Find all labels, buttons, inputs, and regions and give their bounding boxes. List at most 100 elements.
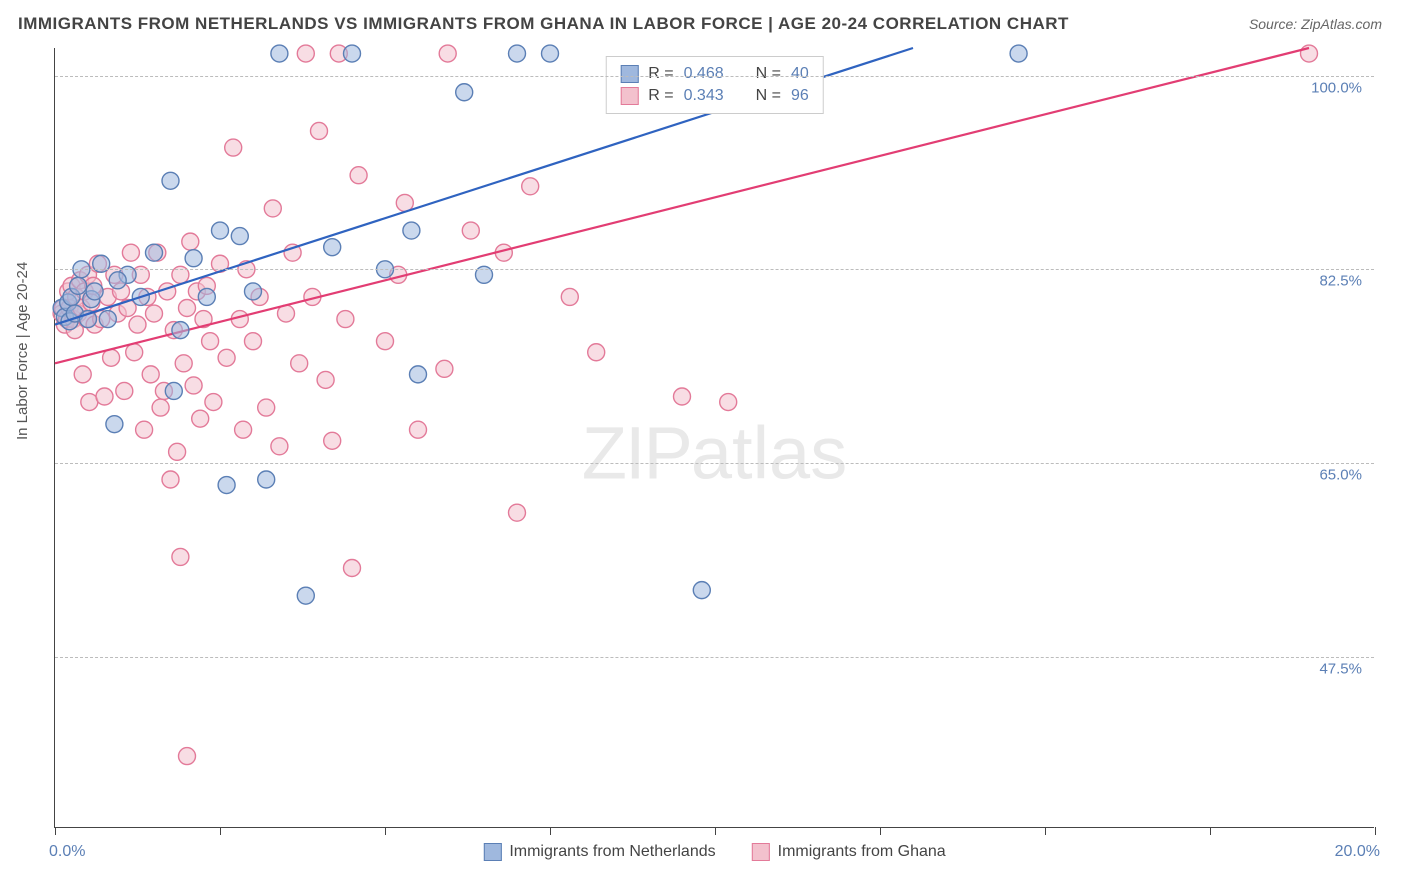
scatter-point-netherlands — [258, 471, 275, 488]
scatter-point-ghana — [202, 333, 219, 350]
x-axis-min-label: 0.0% — [49, 843, 85, 861]
scatter-point-netherlands — [185, 250, 202, 267]
scatter-point-ghana — [436, 360, 453, 377]
scatter-point-ghana — [192, 410, 209, 427]
plot-svg — [55, 48, 1374, 827]
scatter-point-netherlands — [99, 311, 116, 328]
scatter-point-ghana — [136, 421, 153, 438]
scatter-point-ghana — [235, 421, 252, 438]
gridline — [55, 76, 1374, 77]
y-tick-label: 65.0% — [1319, 466, 1362, 483]
correlation-legend: R = 0.468 N = 40 R = 0.343 N = 96 — [605, 56, 824, 114]
scatter-point-netherlands — [172, 322, 189, 339]
r-label: R = — [648, 65, 673, 83]
scatter-point-ghana — [271, 438, 288, 455]
scatter-point-netherlands — [70, 277, 87, 294]
scatter-point-netherlands — [324, 239, 341, 256]
scatter-point-ghana — [162, 471, 179, 488]
scatter-point-ghana — [522, 178, 539, 195]
source-label: Source: ZipAtlas.com — [1249, 16, 1382, 32]
scatter-point-netherlands — [410, 366, 427, 383]
scatter-point-ghana — [291, 355, 308, 372]
scatter-point-ghana — [205, 394, 222, 411]
swatch-ghana — [752, 843, 770, 861]
scatter-point-ghana — [509, 504, 526, 521]
scatter-point-ghana — [377, 333, 394, 350]
scatter-point-ghana — [324, 432, 341, 449]
scatter-point-ghana — [218, 349, 235, 366]
scatter-point-ghana — [225, 139, 242, 156]
x-tick — [385, 827, 386, 835]
x-tick — [550, 827, 551, 835]
scatter-point-netherlands — [1010, 45, 1027, 62]
scatter-point-netherlands — [344, 45, 361, 62]
scatter-point-netherlands — [86, 283, 103, 300]
y-axis-label: In Labor Force | Age 20-24 — [14, 262, 31, 440]
legend-label-netherlands: Immigrants from Netherlands — [509, 843, 715, 860]
chart-title: IMMIGRANTS FROM NETHERLANDS VS IMMIGRANT… — [18, 14, 1069, 34]
scatter-point-netherlands — [245, 283, 262, 300]
n-label: N = — [756, 87, 781, 105]
x-axis-max-label: 20.0% — [1335, 843, 1380, 861]
scatter-point-ghana — [720, 394, 737, 411]
scatter-point-netherlands — [106, 416, 123, 433]
x-tick — [220, 827, 221, 835]
legend-item-netherlands: Immigrants from Netherlands — [483, 843, 715, 861]
scatter-point-ghana — [350, 167, 367, 184]
swatch-netherlands — [620, 65, 638, 83]
legend-item-ghana: Immigrants from Ghana — [752, 843, 946, 861]
scatter-point-ghana — [311, 122, 328, 139]
n-label: N = — [756, 65, 781, 83]
scatter-point-ghana — [588, 344, 605, 361]
scatter-point-netherlands — [198, 288, 215, 305]
scatter-point-ghana — [81, 394, 98, 411]
scatter-point-netherlands — [456, 84, 473, 101]
scatter-point-ghana — [169, 443, 186, 460]
r-value-netherlands: 0.468 — [684, 65, 724, 83]
x-tick — [880, 827, 881, 835]
swatch-netherlands — [483, 843, 501, 861]
y-tick-label: 82.5% — [1319, 273, 1362, 290]
y-tick-label: 47.5% — [1319, 660, 1362, 677]
scatter-point-ghana — [179, 748, 196, 765]
n-value-ghana: 96 — [791, 87, 809, 105]
gridline — [55, 657, 1374, 658]
scatter-point-ghana — [317, 371, 334, 388]
scatter-point-ghana — [245, 333, 262, 350]
r-value-ghana: 0.343 — [684, 87, 724, 105]
scatter-point-netherlands — [165, 382, 182, 399]
legend-row-ghana: R = 0.343 N = 96 — [620, 85, 809, 107]
scatter-point-netherlands — [212, 222, 229, 239]
scatter-point-ghana — [126, 344, 143, 361]
scatter-point-ghana — [410, 421, 427, 438]
scatter-point-ghana — [116, 382, 133, 399]
scatter-point-ghana — [561, 288, 578, 305]
plot-area: ZIPatlas R = 0.468 N = 40 R = 0.343 N = … — [54, 48, 1374, 828]
x-tick — [1375, 827, 1376, 835]
x-tick — [715, 827, 716, 835]
gridline — [55, 269, 1374, 270]
scatter-point-ghana — [122, 244, 139, 261]
scatter-point-ghana — [297, 45, 314, 62]
scatter-point-ghana — [439, 45, 456, 62]
scatter-point-ghana — [179, 300, 196, 317]
scatter-point-ghana — [185, 377, 202, 394]
scatter-point-netherlands — [218, 477, 235, 494]
scatter-point-netherlands — [297, 587, 314, 604]
x-tick — [55, 827, 56, 835]
scatter-point-netherlands — [162, 172, 179, 189]
legend-label-ghana: Immigrants from Ghana — [778, 843, 946, 860]
scatter-point-ghana — [462, 222, 479, 239]
scatter-point-netherlands — [231, 228, 248, 245]
scatter-point-ghana — [142, 366, 159, 383]
scatter-point-ghana — [96, 388, 113, 405]
r-label: R = — [648, 87, 673, 105]
gridline — [55, 463, 1374, 464]
scatter-point-ghana — [264, 200, 281, 217]
scatter-point-netherlands — [146, 244, 163, 261]
x-tick — [1045, 827, 1046, 835]
scatter-point-ghana — [152, 399, 169, 416]
scatter-point-netherlands — [509, 45, 526, 62]
scatter-point-ghana — [175, 355, 192, 372]
series-legend: Immigrants from Netherlands Immigrants f… — [483, 843, 945, 861]
